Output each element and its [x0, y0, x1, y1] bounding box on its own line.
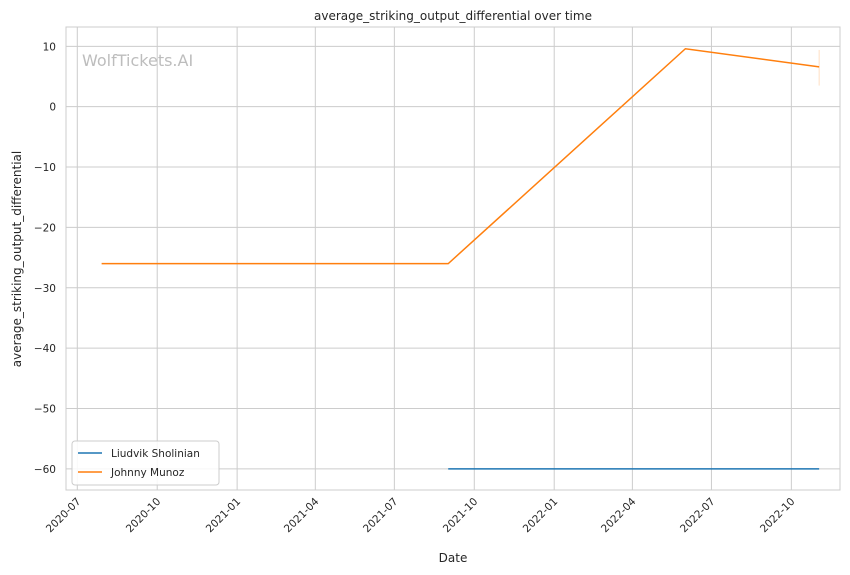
- y-tick-label: −20: [34, 222, 56, 234]
- x-tick-label: 2022-10: [758, 496, 798, 536]
- y-tick-label: 10: [43, 41, 56, 53]
- x-tick-label: 2020-10: [124, 496, 164, 536]
- plot-frame: [65, 26, 841, 491]
- y-tick-label: −60: [34, 464, 56, 476]
- series-line-1: [101, 47, 820, 265]
- chart-title: average_striking_output_differential ove…: [314, 9, 592, 23]
- y-tick-label: −50: [34, 404, 56, 416]
- x-tick-label: 2021-07: [361, 496, 401, 536]
- watermark: WolfTickets.AI: [82, 51, 193, 70]
- legend-label-johnny: Johnny Munoz: [110, 467, 185, 479]
- x-tick-label: 2021-04: [282, 495, 322, 535]
- legend: Liudvik Sholinian Johnny Munoz: [71, 440, 220, 486]
- x-tick-label: 2021-10: [441, 496, 481, 536]
- x-tick-label: 2022-04: [599, 495, 639, 535]
- x-tick-label: 2022-01: [521, 496, 561, 536]
- y-tick-label: −10: [34, 162, 56, 174]
- y-axis-label: average_striking_output_differential: [10, 151, 24, 367]
- y-tick-label: −40: [34, 343, 56, 355]
- x-axis-label: Date: [439, 551, 468, 565]
- x-tick-label: 2022-07: [678, 496, 718, 536]
- legend-label-liudvik: Liudvik Sholinian: [111, 448, 200, 460]
- x-tick-label: 2020-07: [44, 496, 84, 536]
- x-tick-label: 2021-01: [204, 496, 244, 536]
- y-tick-label: −30: [34, 283, 56, 295]
- y-tick-label: 0: [49, 102, 56, 114]
